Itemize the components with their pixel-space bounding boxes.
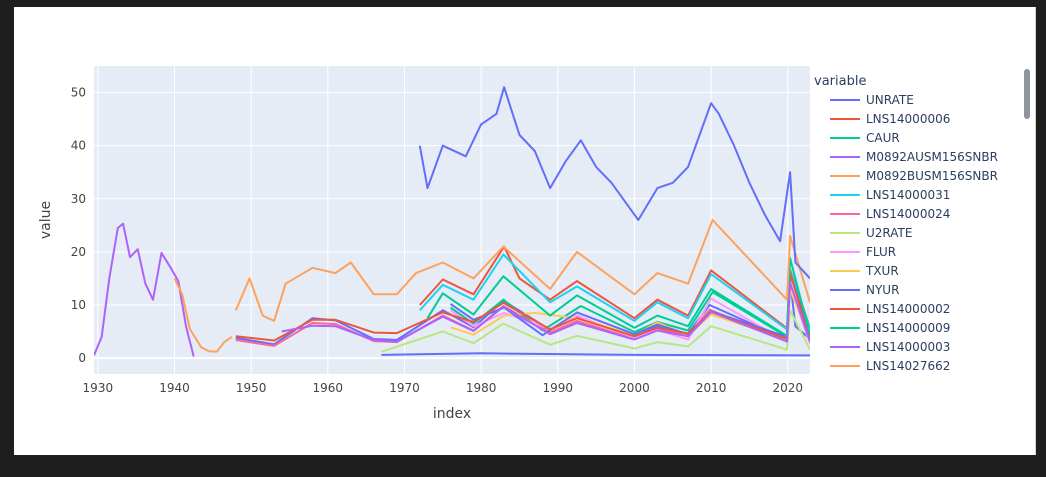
legend-label: LNS14000002 bbox=[866, 302, 950, 316]
legend-label: FLUR bbox=[866, 245, 896, 259]
x-tick-label: 2000 bbox=[619, 381, 650, 395]
x-tick-label: 1930 bbox=[83, 381, 114, 395]
legend-label: LNS14000009 bbox=[866, 321, 950, 335]
legend-item-m0892ausm156snbr[interactable]: M0892AUSM156SNBR bbox=[830, 150, 998, 164]
legend-item-lns14027662[interactable]: LNS14027662 bbox=[830, 359, 950, 373]
series-line-u2rate[interactable] bbox=[381, 309, 811, 353]
chart-card: 1930 1940 1950 1960 1970 1980 1990 2000 2010 2020… bbox=[14, 7, 1036, 455]
legend-label: CAUR bbox=[866, 131, 900, 145]
legend-scrollbar-thumb[interactable] bbox=[1024, 69, 1030, 119]
y-axis-ticks: 0 10 20 30 40 50 bbox=[71, 86, 86, 366]
series-line-lns14000006[interactable] bbox=[419, 245, 810, 330]
legend-label: UNRATE bbox=[866, 93, 914, 107]
x-tick-label: 2010 bbox=[696, 381, 727, 395]
x-axis-title: index bbox=[433, 406, 471, 422]
legend-label: LNS14000031 bbox=[866, 188, 950, 202]
legend-label: M0892AUSM156SNBR bbox=[866, 150, 998, 164]
legend-label: M0892BUSM156SNBR bbox=[866, 169, 998, 183]
legend-item-flur[interactable]: FLUR bbox=[830, 245, 896, 259]
legend-label: LNS14000024 bbox=[866, 207, 950, 221]
legend-item-txur[interactable]: TXUR bbox=[830, 264, 899, 278]
legend-label: LNS14027662 bbox=[866, 359, 950, 373]
x-tick-label: 1950 bbox=[236, 381, 267, 395]
y-tick-label: 30 bbox=[71, 192, 86, 206]
series-line-m0892busm156snbr[interactable] bbox=[173, 277, 233, 353]
series-lines bbox=[94, 86, 811, 357]
series-line-lns14000003[interactable] bbox=[281, 281, 810, 343]
legend-item-lns14000009[interactable]: LNS14000009 bbox=[830, 321, 950, 335]
legend-label: U2RATE bbox=[866, 226, 912, 240]
chart-svg: 1930 1940 1950 1960 1970 1980 1990 2000 2010 2020… bbox=[38, 66, 998, 422]
legend-item-lns14000024[interactable]: LNS14000024 bbox=[830, 207, 950, 221]
x-tick-label: 1960 bbox=[313, 381, 344, 395]
legend-item-lns14000031[interactable]: LNS14000031 bbox=[830, 188, 950, 202]
legend-item-unrate[interactable]: UNRATE bbox=[830, 93, 914, 107]
x-axis-ticks: 1930 1940 1950 1960 1970 1980 1990 2000 2010 2020 bbox=[83, 381, 803, 395]
legend-label: TXUR bbox=[865, 264, 899, 278]
legend-item-lns14000003[interactable]: LNS14000003 bbox=[830, 340, 950, 354]
legend-item-u2rate[interactable]: U2RATE bbox=[830, 226, 912, 240]
legend-label: LNS14000003 bbox=[866, 340, 950, 354]
gridlines bbox=[94, 66, 810, 374]
legend-label: LNS14000006 bbox=[866, 112, 950, 126]
legend-item-lns14000002[interactable]: LNS14000002 bbox=[830, 302, 950, 316]
x-tick-label: 2020 bbox=[772, 381, 803, 395]
y-tick-label: 10 bbox=[71, 298, 86, 312]
y-axis-title: value bbox=[38, 201, 54, 239]
legend-item-caur[interactable]: CAUR bbox=[830, 131, 900, 145]
x-tick-label: 1940 bbox=[159, 381, 190, 395]
legend-label: NYUR bbox=[866, 283, 899, 297]
series-line-lns14027662[interactable] bbox=[234, 219, 810, 322]
card-edge bbox=[1035, 7, 1036, 455]
legend-item-lns14000006[interactable]: LNS14000006 bbox=[830, 112, 950, 126]
y-tick-label: 40 bbox=[71, 139, 86, 153]
series-line-series-15[interactable] bbox=[418, 86, 810, 280]
legend-item-m0892busm156snbr[interactable]: M0892BUSM156SNBR bbox=[830, 169, 998, 183]
legend-item-nyur[interactable]: NYUR bbox=[830, 283, 899, 297]
legend: UNRATE LNS14000006 CAUR M0892AUSM156SNBR M08… bbox=[830, 93, 998, 373]
y-tick-label: 50 bbox=[71, 86, 86, 100]
y-tick-label: 20 bbox=[71, 245, 86, 259]
x-tick-label: 1990 bbox=[543, 381, 574, 395]
series-line-series-16[interactable] bbox=[381, 352, 811, 357]
x-tick-label: 1980 bbox=[466, 381, 497, 395]
x-tick-label: 1970 bbox=[389, 381, 420, 395]
y-tick-label: 0 bbox=[78, 351, 86, 365]
legend-title: variable bbox=[814, 74, 866, 89]
series-line-m0892ausm156snbr[interactable] bbox=[94, 222, 195, 357]
